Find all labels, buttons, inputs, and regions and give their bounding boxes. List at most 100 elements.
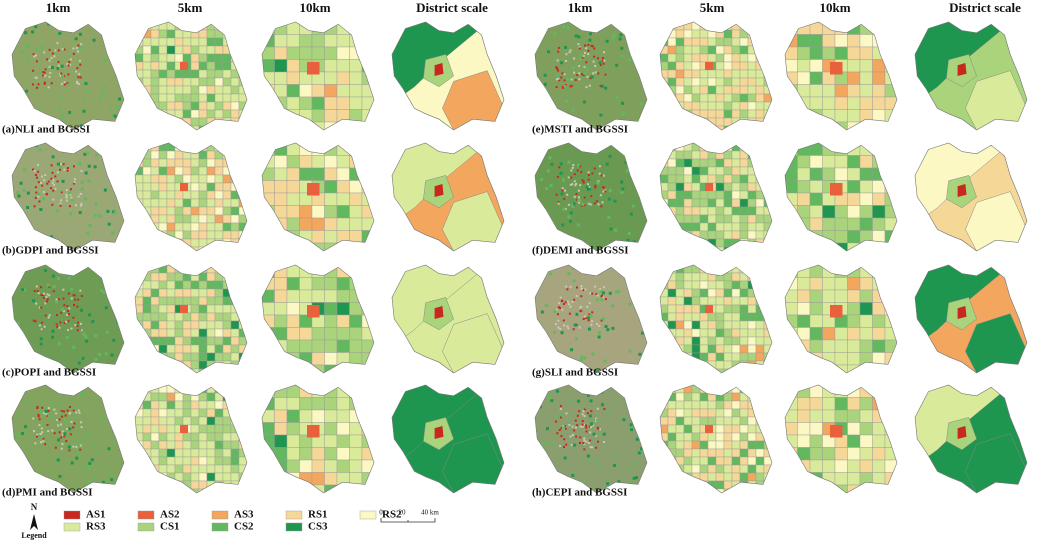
map-pixel bbox=[123, 406, 124, 410]
map-pixel bbox=[50, 177, 53, 180]
map-cell bbox=[699, 312, 709, 322]
map-cell bbox=[158, 117, 168, 127]
panel-label: (g)SLI and BGSSI bbox=[532, 367, 618, 379]
map-cell bbox=[222, 272, 232, 282]
map-pixel bbox=[541, 87, 545, 91]
map-cell bbox=[206, 440, 216, 450]
map-pixel bbox=[34, 54, 37, 57]
map-pixel bbox=[93, 143, 97, 147]
map-cell bbox=[707, 230, 717, 240]
map-cell bbox=[182, 37, 192, 47]
map-pixel bbox=[68, 307, 71, 310]
map-cell bbox=[797, 409, 811, 423]
map-pixel bbox=[102, 290, 106, 294]
map-cell bbox=[660, 214, 669, 224]
map-cell bbox=[699, 37, 709, 47]
map-cell bbox=[830, 183, 843, 196]
map-cell bbox=[667, 69, 677, 79]
map-pixel bbox=[575, 286, 578, 289]
map-pixel bbox=[66, 169, 69, 172]
map-cell bbox=[182, 368, 192, 373]
map-pixel bbox=[76, 305, 79, 308]
map-cell bbox=[691, 109, 701, 119]
map-pixel bbox=[640, 447, 644, 451]
map-cell bbox=[675, 198, 685, 208]
map-cell bbox=[691, 85, 701, 95]
map-cell bbox=[809, 192, 823, 206]
map-pixel bbox=[42, 197, 46, 201]
map-cell bbox=[135, 448, 144, 458]
map-pixel bbox=[50, 235, 54, 239]
map-cell bbox=[859, 364, 873, 373]
map-cell bbox=[755, 265, 765, 274]
map-cell bbox=[206, 296, 216, 306]
legend-swatch bbox=[211, 522, 229, 532]
map-pixel bbox=[38, 306, 41, 309]
map-cell bbox=[660, 416, 669, 426]
map-cell bbox=[174, 77, 184, 87]
map-cell bbox=[675, 360, 685, 370]
map-pixel bbox=[592, 432, 596, 436]
map-pixel bbox=[628, 487, 632, 491]
map-cell bbox=[683, 296, 693, 306]
map-outline bbox=[391, 142, 505, 252]
map-pixel bbox=[561, 72, 564, 75]
map-pixel bbox=[122, 354, 124, 358]
map-cell bbox=[222, 61, 232, 71]
map-cell bbox=[785, 230, 798, 244]
map-cell bbox=[206, 230, 216, 240]
map-pixel bbox=[615, 63, 619, 67]
map-cell bbox=[349, 192, 363, 206]
map-cell bbox=[872, 155, 886, 169]
map-pixel bbox=[50, 82, 53, 85]
map-pixel bbox=[37, 292, 40, 295]
map-cell bbox=[755, 69, 765, 79]
map-cell bbox=[731, 272, 741, 282]
panel-label: (d)PMI and BGSSI bbox=[2, 487, 92, 499]
map-cell bbox=[667, 488, 677, 493]
map-cell bbox=[683, 272, 693, 282]
map-pixel bbox=[571, 66, 575, 70]
map-pixel bbox=[557, 69, 560, 72]
map-pixel bbox=[559, 162, 563, 166]
map-cell bbox=[707, 368, 717, 373]
map-cell bbox=[299, 327, 313, 341]
map-cell bbox=[206, 53, 216, 63]
map-pixel bbox=[583, 44, 586, 47]
map-cell bbox=[822, 242, 836, 251]
map-cell bbox=[691, 101, 701, 111]
map-pixel bbox=[604, 298, 607, 301]
map-pixel bbox=[565, 53, 568, 56]
map-pixel bbox=[603, 407, 606, 410]
map-cell bbox=[222, 77, 232, 87]
map-cell bbox=[872, 434, 886, 448]
map-cell bbox=[739, 125, 749, 130]
map-cell bbox=[834, 84, 848, 98]
map-cell bbox=[198, 29, 208, 39]
map-pixel bbox=[593, 47, 596, 50]
map-cell bbox=[198, 61, 208, 71]
map-cell bbox=[723, 280, 733, 290]
map-cell bbox=[230, 150, 240, 160]
map-pixel bbox=[83, 197, 87, 201]
map-cell bbox=[731, 392, 741, 402]
map-cell bbox=[230, 488, 240, 493]
map-pixel bbox=[597, 427, 600, 430]
map-pixel bbox=[24, 398, 28, 402]
map-cell bbox=[731, 400, 741, 410]
map-cell bbox=[182, 190, 192, 200]
map-cell bbox=[222, 424, 232, 434]
map-cell bbox=[683, 125, 693, 130]
map-pixel bbox=[619, 33, 623, 37]
map-cell bbox=[262, 397, 275, 411]
map-cell bbox=[763, 37, 772, 47]
map-cell bbox=[675, 392, 685, 402]
map-cell bbox=[206, 408, 216, 418]
map-cell bbox=[731, 182, 741, 192]
map-pixel bbox=[58, 431, 61, 434]
map-cell bbox=[238, 488, 247, 493]
map-cell bbox=[299, 34, 313, 48]
map-cell bbox=[822, 327, 836, 341]
map-pixel bbox=[35, 47, 39, 51]
